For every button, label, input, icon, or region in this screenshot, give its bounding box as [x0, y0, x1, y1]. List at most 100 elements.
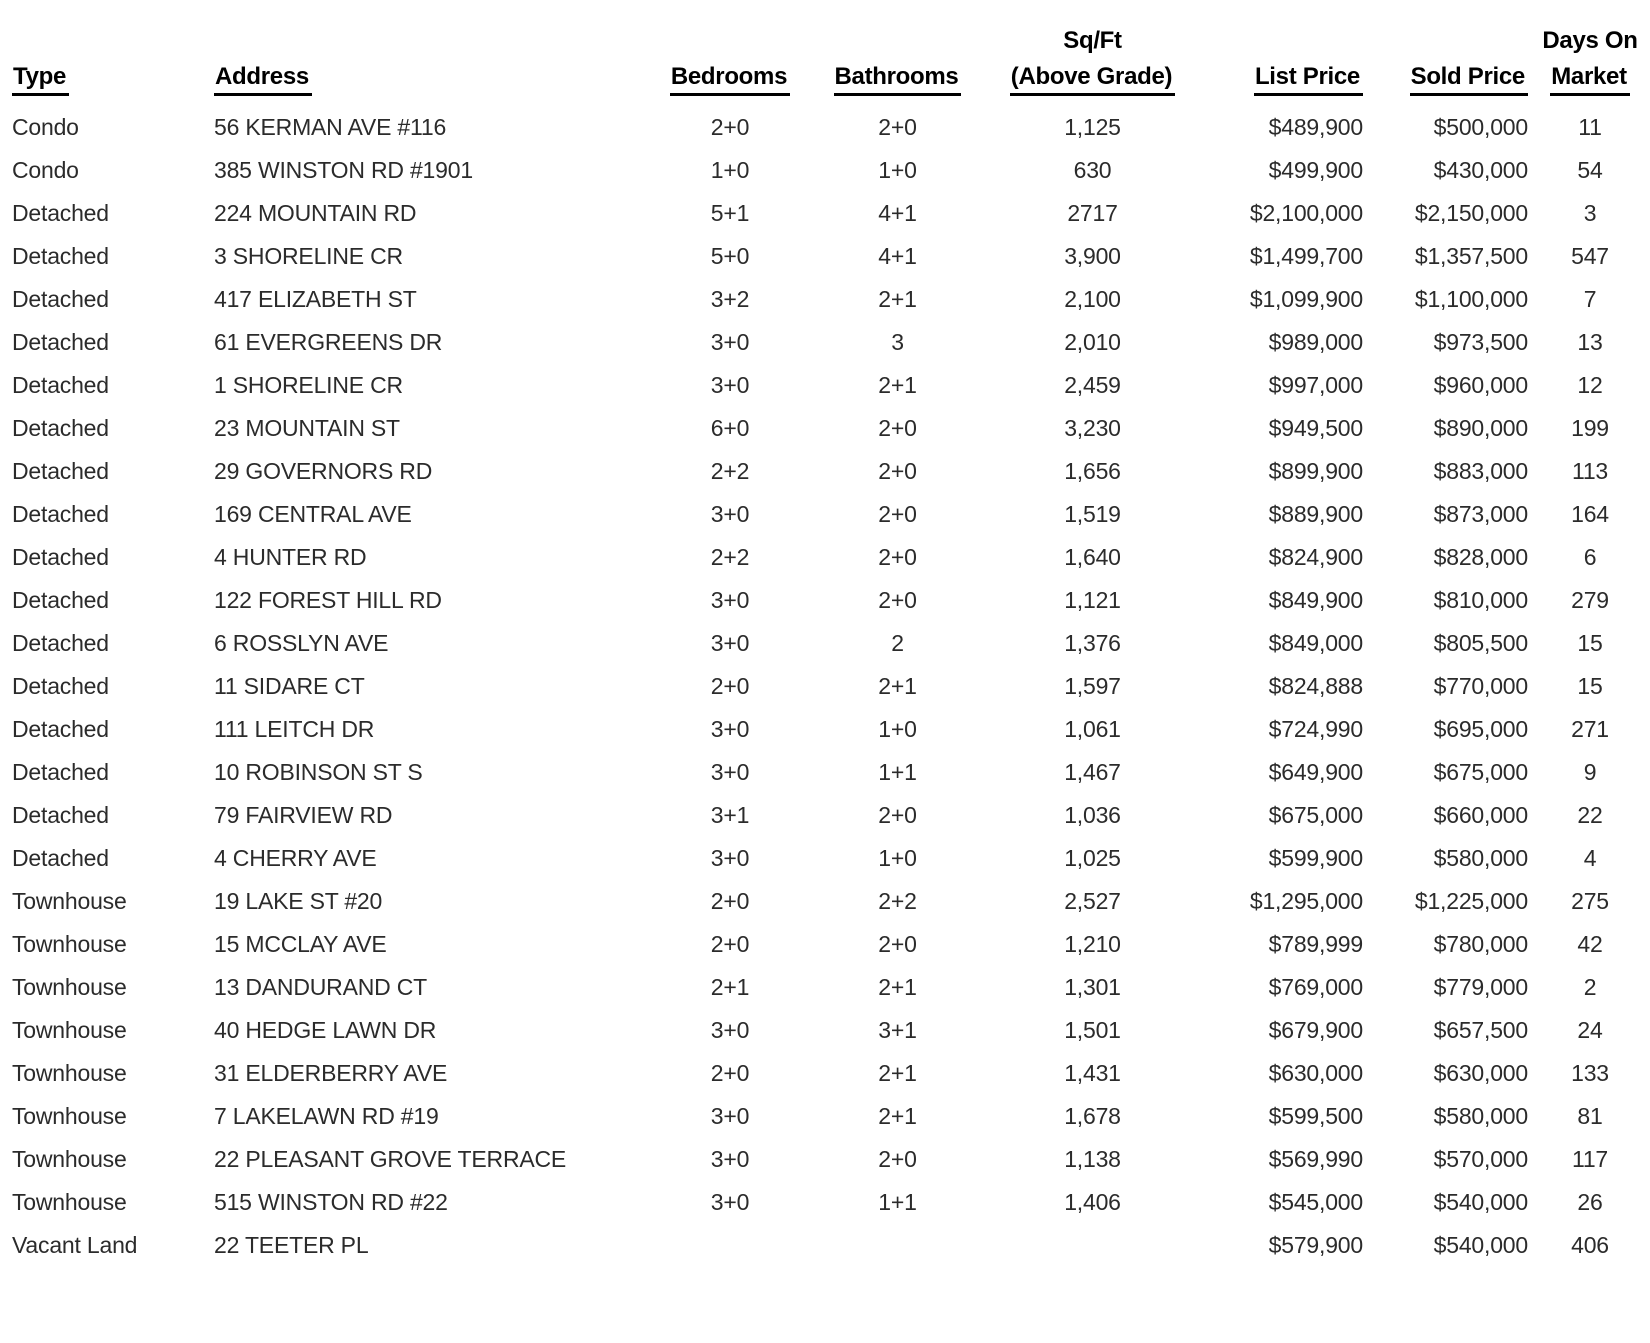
cell-sold-price: $580,000: [1433, 1103, 1529, 1129]
column-header-sold-price-top: [1365, 19, 1528, 63]
cell-sold-price: $973,500: [1433, 329, 1529, 355]
cell-bathrooms: 1+0: [878, 845, 917, 871]
cell-bathrooms: 2+0: [878, 802, 917, 828]
column-header-address: Address: [200, 0, 645, 106]
cell-days-on-market: 275: [1571, 888, 1609, 914]
cell-bedrooms: 2+0: [710, 931, 750, 957]
cell-sold-price: $810,000: [1433, 587, 1529, 613]
cell-bathrooms: 4+1: [878, 243, 917, 269]
column-header-days-on-market-label: Market: [1550, 63, 1630, 96]
cell-type: Detached: [12, 501, 109, 527]
cell-type: Detached: [12, 415, 109, 441]
cell-type: Detached: [12, 458, 109, 484]
cell-type: Condo: [12, 157, 79, 183]
cell-type: Detached: [12, 200, 109, 226]
table-row: Detached 11 SIDARE CT 2+0 2+1 1,597 $824,888 $…: [0, 665, 1650, 708]
cell-sqft-above-grade: 1,519: [1064, 501, 1121, 527]
cell-sold-price: $890,000: [1433, 415, 1529, 441]
table-row: Townhouse 7 LAKELAWN RD #19 3+0 2+1 1,678 $59…: [0, 1095, 1650, 1138]
cell-days-on-market: 164: [1571, 501, 1609, 527]
cell-address: 417 ELIZABETH ST: [214, 286, 417, 312]
table-row: Townhouse 40 HEDGE LAWN DR 3+0 3+1 1,501 $679…: [0, 1009, 1650, 1052]
cell-days-on-market: 11: [1578, 114, 1602, 140]
cell-bedrooms: 1+0: [710, 157, 750, 183]
cell-sqft-above-grade: 1,678: [1064, 1103, 1121, 1129]
cell-sold-price: $1,225,000: [1414, 888, 1528, 914]
cell-sqft-above-grade: 1,061: [1064, 716, 1121, 742]
column-header-list-price: List Price: [1205, 0, 1365, 106]
cell-type: Detached: [12, 372, 109, 398]
cell-sold-price: $770,000: [1433, 673, 1529, 699]
column-header-bathrooms-label: Bathrooms: [833, 63, 962, 96]
cell-bathrooms: 2+1: [878, 1103, 917, 1129]
cell-sold-price: $570,000: [1433, 1146, 1529, 1172]
table-row: Condo 385 WINSTON RD #1901 1+0 1+0 630 $499,9…: [0, 149, 1650, 192]
cell-bathrooms: 2+0: [878, 458, 917, 484]
cell-bedrooms: 2+0: [710, 888, 750, 914]
cell-days-on-market: 13: [1577, 329, 1603, 355]
cell-list-price: $679,900: [1268, 1017, 1364, 1043]
cell-bathrooms: 1+1: [878, 759, 917, 785]
cell-days-on-market: 24: [1577, 1017, 1603, 1043]
cell-sqft-above-grade: 2,100: [1064, 286, 1121, 312]
cell-address: 6 ROSSLYN AVE: [214, 630, 389, 656]
cell-sold-price: $540,000: [1433, 1232, 1529, 1258]
cell-list-price: $1,295,000: [1249, 888, 1363, 914]
table-row: Detached 4 CHERRY AVE 3+0 1+0 1,025 $599,900 $…: [0, 837, 1650, 880]
cell-address: 19 LAKE ST #20: [214, 888, 383, 914]
cell-type: Townhouse: [12, 888, 127, 914]
cell-sqft-above-grade: 3,900: [1064, 243, 1121, 269]
cell-address: 3 SHORELINE CR: [214, 243, 403, 269]
table-row: Detached 111 LEITCH DR 3+0 1+0 1,061 $724,990…: [0, 708, 1650, 751]
cell-type: Townhouse: [12, 1189, 127, 1215]
listings-table: Type Address Bedrooms Bathrooms Sq/Ft (A…: [0, 0, 1650, 1267]
column-header-list-price-label: List Price: [1253, 63, 1363, 96]
cell-type: Townhouse: [12, 1017, 127, 1043]
column-header-sold-price: Sold Price: [1365, 0, 1530, 106]
cell-type: Detached: [12, 243, 109, 269]
cell-sqft-above-grade: 1,210: [1064, 931, 1121, 957]
cell-list-price: $789,999: [1268, 931, 1364, 957]
cell-bedrooms: 3+0: [710, 372, 750, 398]
table-row: Vacant Land 22 TEETER PL $579,900 $540,000 4…: [0, 1224, 1650, 1267]
cell-bathrooms: 4+1: [878, 200, 917, 226]
cell-sold-price: $540,000: [1433, 1189, 1529, 1215]
cell-list-price: $724,990: [1268, 716, 1364, 742]
cell-sqft-above-grade: 1,025: [1064, 845, 1121, 871]
cell-days-on-market: 271: [1571, 716, 1609, 742]
cell-bedrooms: 2+2: [710, 544, 750, 570]
cell-list-price: $630,000: [1268, 1060, 1364, 1086]
table-row: Detached 61 EVERGREENS DR 3+0 3 2,010 $989,00…: [0, 321, 1650, 364]
cell-bedrooms: 3+1: [710, 802, 750, 828]
cell-address: 22 PLEASANT GROVE TERRACE: [214, 1146, 567, 1172]
cell-bedrooms: [645, 1224, 815, 1267]
cell-address: 7 LAKELAWN RD #19: [214, 1103, 439, 1129]
table-row: Townhouse 19 LAKE ST #20 2+0 2+2 2,527 $1,295…: [0, 880, 1650, 923]
cell-address: 4 CHERRY AVE: [214, 845, 377, 871]
table-body: Condo 56 KERMAN AVE #116 2+0 2+0 1,125 $489,9…: [0, 106, 1650, 1267]
table-row: Detached 4 HUNTER RD 2+2 2+0 1,640 $824,900 $8…: [0, 536, 1650, 579]
cell-sqft-above-grade: 1,036: [1064, 802, 1121, 828]
cell-type: Condo: [12, 114, 79, 140]
cell-address: 56 KERMAN AVE #116: [214, 114, 447, 140]
cell-address: 385 WINSTON RD #1901: [214, 157, 473, 183]
cell-bedrooms: 3+0: [710, 1189, 750, 1215]
cell-list-price: $2,100,000: [1249, 200, 1363, 226]
column-header-sqft-above-grade: Sq/Ft (Above Grade): [980, 0, 1205, 106]
cell-address: 23 MOUNTAIN ST: [214, 415, 400, 441]
cell-bathrooms: 1+0: [878, 716, 917, 742]
cell-list-price: $824,888: [1268, 673, 1364, 699]
cell-address: 22 TEETER PL: [214, 1232, 369, 1258]
cell-type: Townhouse: [12, 1146, 127, 1172]
cell-bathrooms: 3+1: [878, 1017, 917, 1043]
cell-sqft-above-grade: 1,467: [1064, 759, 1121, 785]
table-row: Detached 6 ROSSLYN AVE 3+0 2 1,376 $849,000 $8…: [0, 622, 1650, 665]
cell-days-on-market: 133: [1571, 1060, 1609, 1086]
cell-sold-price: $2,150,000: [1414, 200, 1528, 226]
column-header-bedrooms-label: Bedrooms: [669, 63, 791, 96]
cell-days-on-market: 547: [1571, 243, 1609, 269]
cell-list-price: $579,900: [1268, 1232, 1364, 1258]
cell-list-price: $489,900: [1268, 114, 1364, 140]
cell-sqft-above-grade: 2,459: [1064, 372, 1121, 398]
cell-bathrooms: 2+0: [878, 587, 917, 613]
